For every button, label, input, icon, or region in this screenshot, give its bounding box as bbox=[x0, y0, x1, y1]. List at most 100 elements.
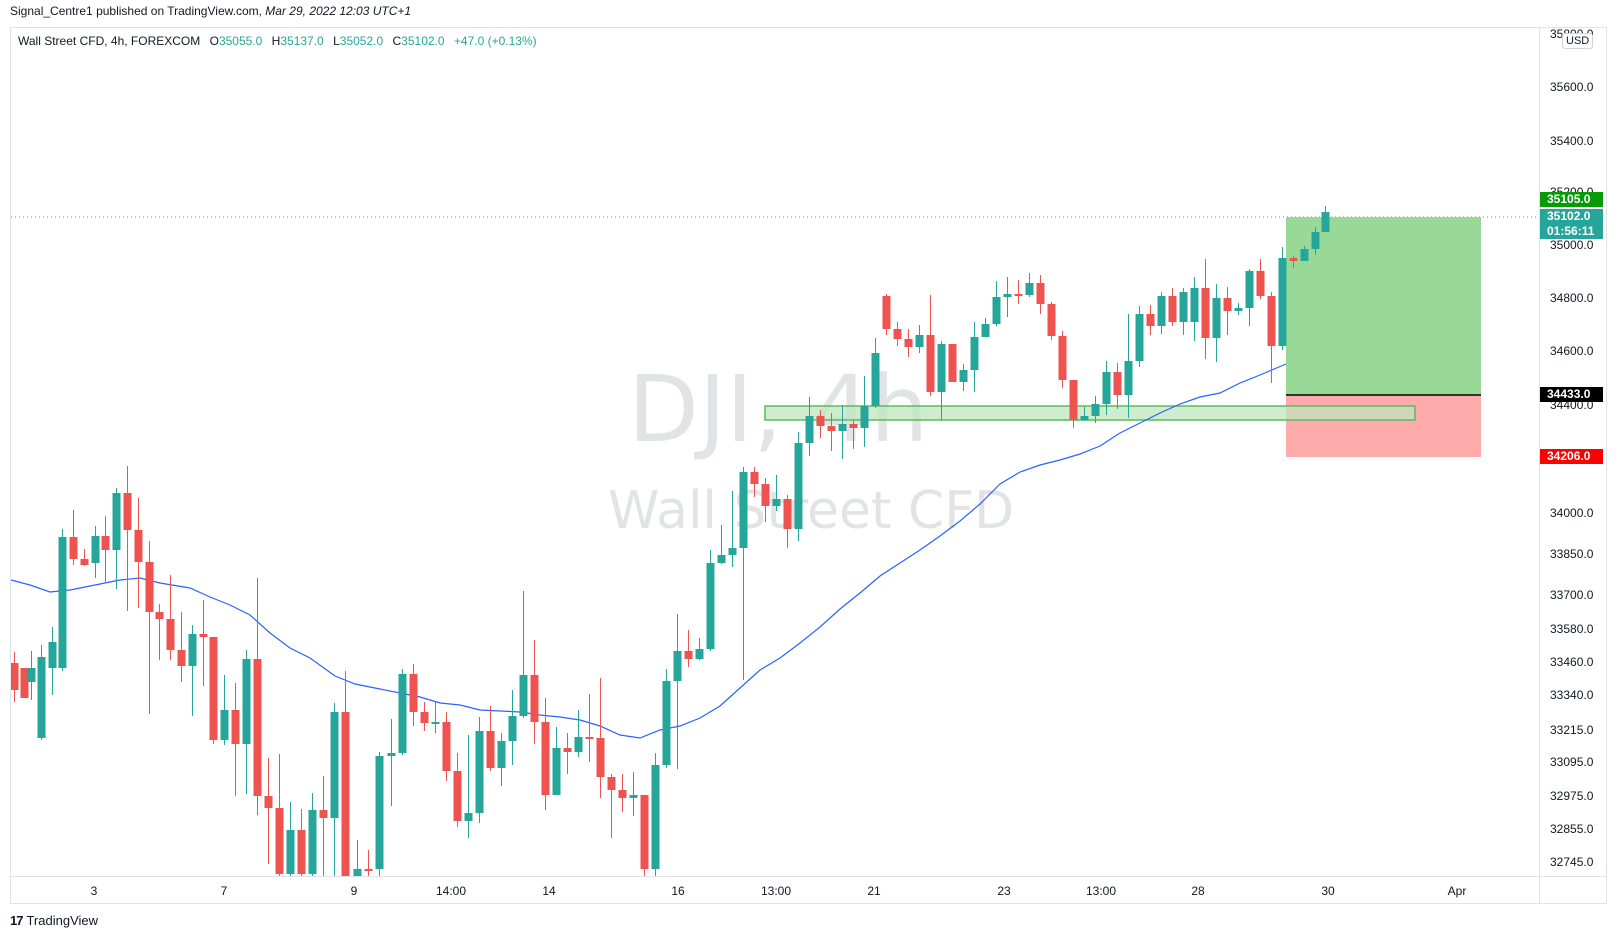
candle-body bbox=[145, 562, 154, 612]
candle-body bbox=[1047, 304, 1056, 336]
footer-brand[interactable]: 17 TradingView bbox=[10, 913, 98, 928]
candle-body bbox=[926, 335, 935, 392]
high-label: H bbox=[271, 34, 281, 48]
candle-body bbox=[706, 563, 715, 649]
time-tick: 14:00 bbox=[435, 884, 467, 898]
close-value: 35102.0 bbox=[401, 34, 445, 48]
candle-body bbox=[728, 548, 737, 555]
price-tick: 33460.0 bbox=[1550, 655, 1594, 669]
candle-body bbox=[1201, 288, 1210, 338]
candle-body bbox=[1036, 283, 1045, 304]
stop-price-label: 34206.0 bbox=[1540, 449, 1603, 464]
candle-body bbox=[651, 765, 660, 869]
candle-body bbox=[1102, 372, 1111, 404]
candle-body bbox=[80, 559, 89, 565]
candle-body bbox=[838, 424, 847, 431]
candle-body bbox=[308, 810, 317, 874]
candle-body bbox=[1135, 314, 1144, 361]
candle-body bbox=[640, 795, 649, 869]
currency-badge[interactable]: USD bbox=[1562, 33, 1594, 49]
candle-body bbox=[464, 813, 473, 821]
time-tick: 28 bbox=[1191, 884, 1205, 898]
candle-body bbox=[673, 651, 682, 681]
candle-body bbox=[761, 484, 770, 506]
candle-body bbox=[286, 830, 295, 874]
published-text: published on TradingView.com, bbox=[92, 4, 266, 18]
candle-body bbox=[981, 324, 990, 337]
symbol-legend: Wall Street CFD, 4h, FOREXCOM O35055.0 H… bbox=[18, 34, 537, 48]
candle-body bbox=[297, 830, 306, 874]
candle-body bbox=[629, 795, 638, 798]
candle-body bbox=[398, 674, 407, 753]
candle-body bbox=[231, 710, 240, 744]
symbol-description[interactable]: Wall Street CFD, 4h, FOREXCOM bbox=[18, 34, 201, 48]
price-axis-divider bbox=[1539, 27, 1540, 904]
time-tick: 23 bbox=[997, 884, 1011, 898]
low-label: L bbox=[333, 34, 340, 48]
candle-body bbox=[1190, 288, 1199, 322]
candle-body bbox=[783, 499, 792, 529]
publisher-name[interactable]: Signal_Centre1 bbox=[10, 4, 93, 18]
candle-body bbox=[882, 296, 891, 329]
candle-body bbox=[442, 722, 451, 771]
candle-body bbox=[893, 329, 902, 339]
tradingview-logo-icon: 17 bbox=[10, 913, 24, 928]
time-tick: 9 bbox=[350, 884, 358, 898]
candle-body bbox=[1223, 298, 1232, 311]
candle-body bbox=[860, 406, 869, 428]
candle-body bbox=[253, 659, 262, 796]
last-price-label: 35102.0 01:56:11 bbox=[1540, 209, 1603, 239]
candle-body bbox=[816, 416, 825, 426]
candle-body bbox=[166, 619, 175, 650]
candle-body bbox=[1300, 249, 1309, 261]
price-tick: 33580.0 bbox=[1550, 622, 1594, 636]
support-zone bbox=[764, 405, 1416, 421]
candle-body bbox=[1168, 296, 1177, 322]
candle-body bbox=[387, 753, 396, 756]
candle-body bbox=[1267, 296, 1276, 346]
candle-body bbox=[992, 297, 1001, 324]
candle-body bbox=[20, 668, 29, 698]
candle-body bbox=[275, 808, 284, 874]
candle-body bbox=[915, 335, 924, 347]
candle-body bbox=[805, 416, 814, 443]
candle-body bbox=[1212, 298, 1221, 338]
candle-body bbox=[871, 353, 880, 406]
candle-body bbox=[475, 731, 484, 813]
candle-body bbox=[739, 472, 748, 548]
candle-body bbox=[91, 536, 100, 563]
candle-body bbox=[364, 869, 373, 871]
candle-body bbox=[27, 668, 36, 682]
moving-average-line bbox=[11, 363, 1287, 739]
candle-body bbox=[431, 722, 440, 724]
candle-body bbox=[794, 443, 803, 529]
candle-body bbox=[177, 650, 186, 666]
candle-body bbox=[69, 537, 78, 559]
price-tick: 35000.0 bbox=[1550, 238, 1594, 252]
candle-body bbox=[11, 663, 19, 690]
low-value: 35052.0 bbox=[339, 34, 384, 48]
candle-body bbox=[552, 748, 561, 795]
loss-zone bbox=[1286, 395, 1481, 457]
candle-body bbox=[486, 731, 495, 768]
high-value: 35137.0 bbox=[280, 34, 324, 48]
candle-body bbox=[662, 681, 671, 765]
price-tick: 34000.0 bbox=[1550, 506, 1594, 520]
publish-date: Mar 29, 2022 12:03 UTC+1 bbox=[265, 4, 412, 18]
open-label: O bbox=[209, 34, 219, 48]
candle-body bbox=[1234, 308, 1243, 311]
candle-body bbox=[341, 712, 350, 876]
candle-body bbox=[58, 537, 67, 668]
price-tick: 33095.0 bbox=[1550, 755, 1594, 769]
candle-body bbox=[530, 675, 539, 722]
price-tick: 33850.0 bbox=[1550, 547, 1594, 561]
candle-body bbox=[596, 738, 605, 777]
candle-body bbox=[353, 869, 362, 876]
candle-body bbox=[970, 337, 979, 370]
price-tick: 34800.0 bbox=[1550, 291, 1594, 305]
candle-body bbox=[563, 748, 572, 752]
candle-body bbox=[420, 712, 429, 723]
candle-body bbox=[772, 499, 781, 506]
candle-body bbox=[319, 810, 328, 818]
